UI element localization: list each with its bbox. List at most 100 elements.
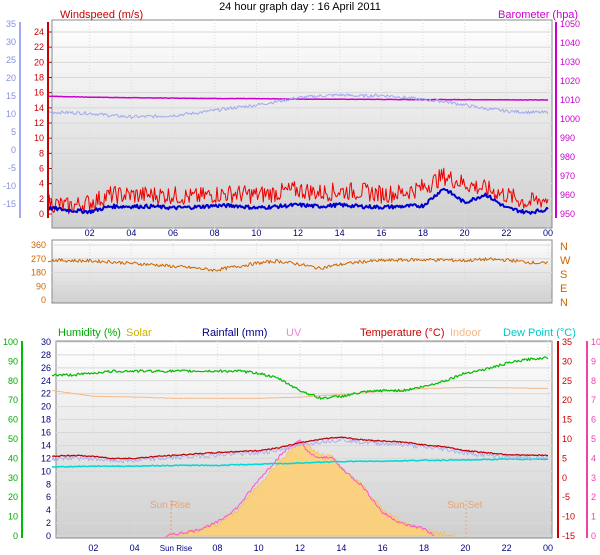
time-tick: 20 [460, 228, 470, 238]
temperature-tick: 35 [562, 337, 572, 347]
temperature-tick: 20 [562, 395, 572, 405]
uv-tick: 3 [591, 473, 596, 483]
windspeed-tick: 18 [34, 73, 44, 83]
barometer-line [48, 95, 549, 101]
temp-time-axis: 02 04 Sun Rise 08 10 12 14 16 18 20 22 00 [88, 543, 553, 553]
barometer-tick: 990 [560, 133, 575, 143]
barometer-axis-label: Barometer (hpa) [498, 9, 578, 21]
uv-tick: 0 [591, 531, 596, 541]
uv-line [165, 439, 435, 537]
barometer-tick: 980 [560, 152, 575, 162]
rainfall-tick: 18 [41, 415, 51, 425]
humidity-tick: 40 [8, 453, 18, 463]
rainfall-tick: 14 [41, 440, 51, 450]
direction-degree-tick: 0 [41, 295, 46, 305]
barometer-axis: 1050 1040 1030 1020 1010 1000 990 980 970 960 950 [560, 19, 580, 219]
legend-uv: UV [286, 327, 302, 339]
windspeed-tick: 12 [34, 118, 44, 128]
windspeed-tick: 20 [34, 57, 44, 67]
barometer-tick: 1010 [560, 95, 580, 105]
wind-barometer-panel: Windspeed (m/s) Barometer (hpa) 35302520… [3, 9, 580, 238]
wind-outer-left-axis: 35 30 25 20 15 10 5 0 -5 -10 -15 [3, 19, 16, 209]
wind-average-line [47, 187, 549, 215]
temperature-humidity-panel: Humidity (%) Solar Rainfall (mm) UV Temp… [3, 327, 600, 553]
direction-plot-area [51, 239, 553, 304]
rainfall-tick: 16 [41, 428, 51, 438]
bottom-time-tick: 02 [88, 543, 98, 553]
time-tick: 02 [85, 228, 95, 238]
barometer-tick: 960 [560, 190, 575, 200]
temp-legend: Humidity (%) Solar Rainfall (mm) UV Temp… [58, 327, 576, 339]
humidity-tick: 30 [8, 473, 18, 483]
uv-tick: 5 [591, 434, 596, 444]
sun-rise-annotation: Sun Rise [150, 500, 191, 511]
legend-humidity: Humidity (%) [58, 327, 121, 339]
humidity-tick: 60 [8, 415, 18, 425]
humidity-tick: 90 [8, 356, 18, 366]
direction-degree-tick: 180 [31, 268, 46, 278]
humidity-tick: 50 [8, 434, 18, 444]
bottom-time-tick: 22 [502, 543, 512, 553]
legend-temperature: Temperature (°C) [360, 327, 444, 339]
legend-solar: Solar [126, 327, 152, 339]
rainfall-tick: 8 [46, 479, 51, 489]
temperature-tick: -10 [562, 512, 575, 522]
temperature-tick: -15 [562, 531, 575, 541]
rainfall-tick: 10 [41, 466, 51, 476]
uv-tick: 7 [591, 395, 596, 405]
humidity-tick: 100 [3, 337, 18, 347]
outer-left-tick: 10 [6, 109, 16, 119]
wind-series [47, 93, 549, 215]
temperature-tick: 0 [562, 473, 567, 483]
direction-line [47, 257, 549, 272]
uv-tick: 10 [591, 337, 600, 347]
humidity-tick: 20 [8, 492, 18, 502]
windspeed-tick: 16 [34, 88, 44, 98]
bottom-time-tick: 00 [543, 543, 553, 553]
sun-set-annotation: Sun Set [447, 500, 483, 511]
compass-tick: N [560, 297, 568, 309]
windspeed-tick: 4 [39, 179, 44, 189]
bottom-time-tick: 04 [130, 543, 140, 553]
wind-time-axis: 02 04 06 08 10 12 14 16 18 20 22 00 [85, 228, 553, 238]
temperature-tick: -5 [562, 492, 570, 502]
temperature-axis: 35 30 25 20 15 10 5 0 -5 -10 -15 [562, 337, 575, 541]
temperature-tick: 5 [562, 453, 567, 463]
uv-tick: 2 [591, 492, 596, 502]
temperature-line [51, 436, 549, 460]
humidity-tick: 0 [13, 531, 18, 541]
outer-left-tick: -5 [8, 163, 16, 173]
time-tick: 14 [335, 228, 345, 238]
temperature-band-line [51, 437, 549, 464]
uv-tick: 8 [591, 376, 596, 386]
bottom-time-tick: 12 [295, 543, 305, 553]
bottom-time-tick: 14 [336, 543, 346, 553]
time-tick: 10 [251, 228, 261, 238]
compass-tick: E [560, 283, 567, 295]
time-tick: 12 [293, 228, 303, 238]
time-tick: 22 [501, 228, 511, 238]
wind-gust-line [47, 167, 549, 215]
outer-left-tick: 35 [6, 19, 16, 29]
rainfall-tick: 22 [41, 389, 51, 399]
windspeed-tick: 14 [34, 103, 44, 113]
rainfall-tick: 26 [41, 363, 51, 373]
outer-left-tick: 30 [6, 37, 16, 47]
uv-tick: 4 [591, 453, 596, 463]
outer-left-tick: 20 [6, 73, 16, 83]
bottom-time-tick: 16 [378, 543, 388, 553]
rainfall-tick: 24 [41, 376, 51, 386]
barometer-tick: 950 [560, 209, 575, 219]
humidity-tick: 70 [8, 395, 18, 405]
direction-degree-tick: 270 [31, 254, 46, 264]
time-tick: 06 [168, 228, 178, 238]
windspeed-tick: 24 [34, 27, 44, 37]
graph-title: 24 hour graph day : 16 April 2011 [219, 1, 381, 13]
windspeed-tick: 0 [39, 209, 44, 219]
outer-left-tick: 25 [6, 55, 16, 65]
rainfall-tick: 4 [46, 505, 51, 515]
